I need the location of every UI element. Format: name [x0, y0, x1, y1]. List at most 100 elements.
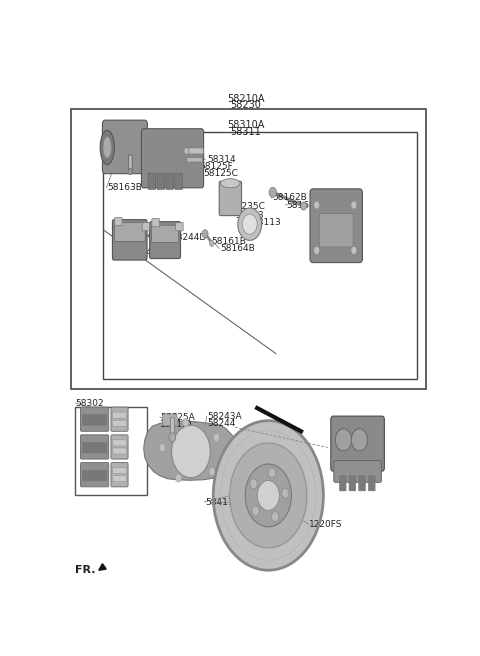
Circle shape [159, 443, 165, 452]
FancyBboxPatch shape [219, 181, 241, 216]
Text: 58244: 58244 [207, 419, 235, 428]
Circle shape [300, 202, 307, 210]
Text: 58244C: 58244C [129, 249, 164, 258]
Text: 58244C: 58244C [147, 223, 182, 232]
Polygon shape [144, 421, 239, 480]
Circle shape [335, 429, 352, 451]
Circle shape [202, 230, 208, 238]
FancyBboxPatch shape [112, 220, 147, 260]
Text: 58162B: 58162B [272, 194, 307, 203]
Circle shape [214, 434, 219, 441]
FancyBboxPatch shape [163, 415, 177, 426]
FancyBboxPatch shape [114, 222, 145, 241]
Text: 58210A: 58210A [227, 94, 265, 104]
Circle shape [282, 488, 289, 498]
FancyBboxPatch shape [175, 173, 182, 190]
Circle shape [250, 479, 257, 489]
Circle shape [272, 512, 279, 522]
FancyBboxPatch shape [157, 173, 165, 190]
Circle shape [257, 480, 279, 510]
Circle shape [176, 474, 181, 482]
Circle shape [213, 420, 324, 570]
Bar [103, 132, 417, 379]
Circle shape [351, 429, 368, 451]
Text: 58164B: 58164B [286, 201, 321, 209]
FancyBboxPatch shape [111, 407, 128, 431]
Circle shape [245, 464, 291, 527]
Ellipse shape [100, 131, 114, 165]
FancyBboxPatch shape [112, 440, 127, 446]
FancyBboxPatch shape [150, 222, 180, 258]
Text: 58125C: 58125C [203, 169, 238, 178]
Text: 58161B: 58161B [211, 237, 246, 246]
Circle shape [269, 188, 276, 197]
Circle shape [230, 443, 307, 548]
FancyBboxPatch shape [81, 435, 109, 459]
Circle shape [252, 506, 259, 516]
FancyBboxPatch shape [166, 173, 173, 190]
Text: 58164B: 58164B [220, 244, 255, 253]
FancyBboxPatch shape [81, 407, 109, 431]
FancyBboxPatch shape [152, 225, 179, 242]
Text: 1220FS: 1220FS [309, 520, 343, 529]
FancyBboxPatch shape [368, 476, 375, 491]
FancyBboxPatch shape [187, 157, 203, 162]
Text: 58243A: 58243A [207, 412, 241, 420]
FancyBboxPatch shape [112, 412, 127, 418]
Text: 58113: 58113 [252, 218, 281, 227]
Text: 58235C: 58235C [230, 201, 265, 211]
FancyBboxPatch shape [186, 148, 204, 154]
Text: 58163B: 58163B [107, 183, 142, 192]
Text: FR.: FR. [75, 565, 96, 575]
FancyBboxPatch shape [170, 418, 175, 439]
FancyBboxPatch shape [310, 189, 362, 262]
FancyBboxPatch shape [102, 120, 147, 174]
Text: 58311: 58311 [230, 127, 262, 136]
Circle shape [351, 247, 357, 255]
FancyBboxPatch shape [142, 129, 204, 188]
Circle shape [314, 201, 320, 209]
Circle shape [242, 214, 257, 234]
Circle shape [128, 169, 132, 174]
Bar [71, 109, 426, 390]
Circle shape [238, 208, 262, 240]
Circle shape [209, 468, 215, 476]
FancyBboxPatch shape [142, 222, 150, 231]
FancyBboxPatch shape [334, 461, 382, 482]
FancyBboxPatch shape [152, 218, 159, 227]
Text: 58302: 58302 [76, 398, 104, 407]
Circle shape [182, 419, 189, 427]
FancyBboxPatch shape [115, 218, 122, 226]
Circle shape [172, 425, 210, 478]
Circle shape [210, 240, 214, 247]
FancyBboxPatch shape [112, 420, 127, 426]
FancyBboxPatch shape [112, 448, 127, 454]
FancyBboxPatch shape [112, 468, 127, 474]
FancyBboxPatch shape [112, 476, 127, 482]
Ellipse shape [221, 178, 240, 188]
Text: 58230: 58230 [230, 100, 262, 110]
FancyBboxPatch shape [339, 476, 346, 491]
Circle shape [351, 201, 357, 209]
FancyBboxPatch shape [331, 416, 384, 471]
Bar [75, 407, 147, 495]
Text: 58125F: 58125F [199, 162, 233, 171]
FancyBboxPatch shape [83, 442, 107, 453]
FancyBboxPatch shape [111, 435, 128, 459]
FancyBboxPatch shape [111, 462, 128, 487]
Ellipse shape [103, 137, 111, 158]
Text: 58244D: 58244D [130, 232, 165, 240]
FancyBboxPatch shape [349, 476, 356, 491]
Circle shape [169, 433, 176, 442]
Text: 1351JD: 1351JD [160, 420, 193, 429]
FancyBboxPatch shape [359, 476, 365, 491]
FancyBboxPatch shape [83, 470, 107, 481]
Circle shape [268, 468, 276, 478]
FancyBboxPatch shape [83, 415, 107, 425]
Circle shape [314, 247, 320, 255]
FancyBboxPatch shape [176, 222, 183, 231]
Circle shape [184, 148, 189, 155]
Text: 57725A: 57725A [160, 413, 195, 422]
FancyBboxPatch shape [148, 173, 156, 190]
FancyBboxPatch shape [319, 214, 353, 247]
